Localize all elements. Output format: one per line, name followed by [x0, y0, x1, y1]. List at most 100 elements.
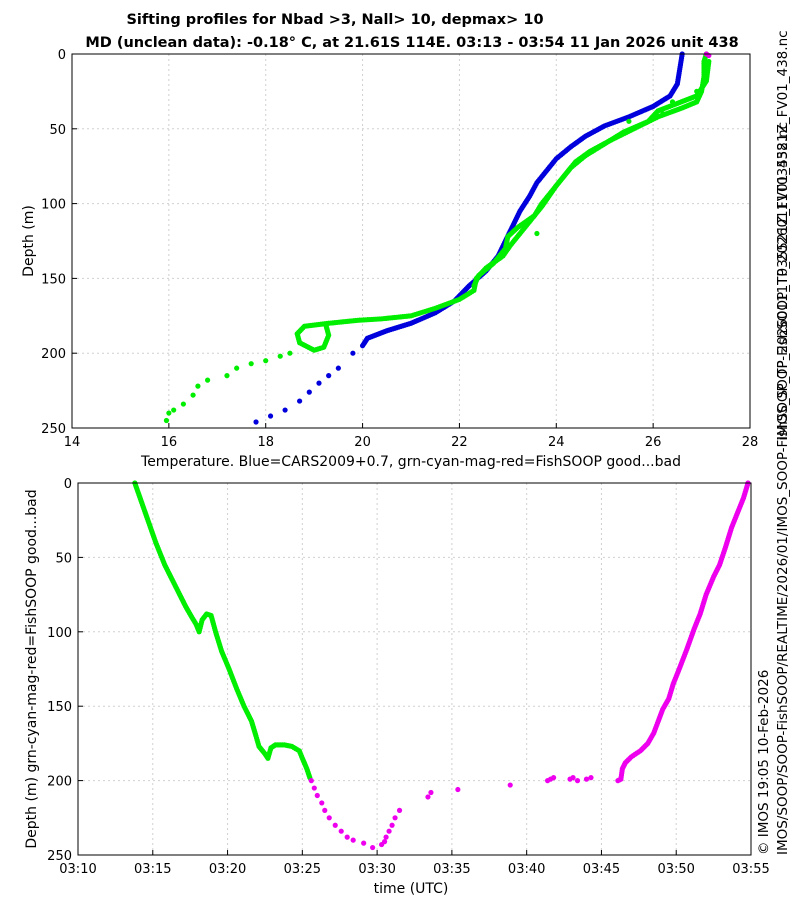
time-data-point — [308, 778, 314, 784]
time-y-tick-label: 250 — [47, 849, 72, 864]
temp-data-point — [253, 419, 259, 425]
temp-data-point — [166, 410, 172, 416]
temp-data-point — [263, 358, 269, 364]
temp-data-point — [205, 377, 211, 383]
time-data-point — [314, 792, 320, 799]
time-y-tick-label: 200 — [47, 775, 72, 790]
temp-y-tick-label: 0 — [58, 48, 66, 63]
time-data-point — [332, 822, 338, 828]
temp-data-point — [224, 373, 230, 379]
time-data-point — [396, 807, 403, 813]
time-data-point — [550, 775, 557, 781]
temp-x-tick-label: 26 — [645, 435, 662, 450]
temp-data-point — [660, 111, 666, 117]
temp-data-point — [248, 361, 254, 367]
temp-data-point — [350, 350, 356, 356]
time-data-point — [338, 828, 344, 834]
time-data-point — [583, 776, 590, 782]
time-data-point — [425, 794, 431, 800]
time-y-tick-label: 50 — [55, 551, 72, 566]
temp-y-tick-label: 150 — [41, 272, 66, 287]
temp-data-point — [287, 350, 293, 356]
temp-data-point — [234, 365, 240, 371]
time-data-point — [326, 815, 332, 821]
temp-data-point — [277, 353, 283, 359]
time-y-tick-label: 100 — [47, 626, 72, 641]
time-y-tick-label: 0 — [64, 477, 72, 492]
temperature-y-axis-label: Depth (m) — [21, 205, 37, 277]
temperature-profile-chart: 14 16 18 20 22 24 26 28 0 50 100 150 200 250 Temperat… — [21, 48, 758, 470]
time-data-point — [507, 782, 513, 788]
time-data-point — [455, 786, 461, 793]
side-path-text: IMOS/SOOP/SOOP-FishSOOP/REALTIME/2026/01… — [775, 122, 791, 855]
temp-data-point — [471, 283, 477, 289]
temperature-plot-frame — [71, 53, 751, 429]
time-data-point — [588, 775, 594, 781]
time-x-tick-label: 03:20 — [209, 862, 246, 877]
time-data-point — [350, 837, 356, 843]
figure-title-line1: Sifting profiles for Nbad >3, Nall> 10, … — [126, 12, 543, 28]
time-x-tick-label: 03:35 — [433, 862, 470, 877]
time-x-axis-label: time (UTC) — [374, 881, 449, 897]
side-copyright-text: © IMOS 19:05 10-Feb-2026 — [756, 670, 772, 855]
depth-time-y-axis-label: Depth (m) grn-cyan-mag-red=FishSOOP good… — [24, 489, 40, 848]
temp-x-tick-label: 18 — [257, 435, 274, 450]
temp-data-point — [316, 380, 322, 386]
temp-x-tick-label: 28 — [742, 435, 759, 450]
temp-data-point — [180, 401, 186, 407]
time-data-point — [344, 834, 350, 840]
temp-data-point — [282, 407, 288, 413]
temp-x-tick-label: 24 — [548, 435, 565, 450]
figure-title-line2: MD (unclean data): -0.18° C, at 21.61S 1… — [85, 35, 738, 51]
time-x-tick-label: 03:40 — [508, 862, 545, 877]
temp-data-point — [335, 365, 341, 371]
time-x-tick-label: 03:45 — [583, 862, 620, 877]
temp-y-tick-label: 50 — [49, 123, 66, 138]
temp-data-point — [190, 392, 196, 398]
temp-data-point — [195, 383, 201, 389]
time-data-point — [389, 822, 395, 828]
time-x-tick-label: 03:25 — [284, 862, 321, 877]
temp-data-point — [306, 389, 312, 395]
time-x-tick-label: 03:30 — [358, 862, 395, 877]
depth-time-chart: 03:10 03:15 03:20 03:25 03:30 03:35 03:40 03:45… — [24, 477, 770, 897]
time-x-tick-label: 03:15 — [134, 862, 171, 877]
time-data-point — [370, 844, 376, 851]
side-filename-text: IMOS_SOOP-FishSOOP_TP_20260111T035521Z_F… — [775, 30, 791, 440]
time-y-tick-label: 150 — [47, 700, 72, 715]
temp-y-tick-label: 250 — [41, 422, 66, 437]
temp-data-point — [694, 88, 700, 94]
temp-data-point — [669, 99, 676, 105]
temp-data-point — [323, 323, 329, 329]
time-data-point — [381, 839, 388, 845]
temp-x-tick-label: 14 — [64, 435, 81, 450]
time-data-point — [386, 828, 392, 834]
temp-data-point — [359, 343, 366, 349]
time-data-point — [319, 800, 325, 806]
temp-data-point — [163, 417, 170, 424]
time-data-point — [322, 807, 328, 813]
temp-data-point — [626, 118, 632, 124]
depth-time-plot-frame — [77, 482, 752, 856]
time-data-point — [392, 815, 398, 821]
temp-x-tick-label: 22 — [451, 435, 468, 450]
time-x-tick-label: 03:55 — [732, 862, 769, 877]
temp-data-point — [534, 230, 540, 237]
temp-data-point — [171, 407, 177, 413]
time-data-point — [428, 789, 434, 796]
temp-y-tick-label: 100 — [41, 198, 66, 213]
temp-y-tick-label: 200 — [41, 347, 66, 362]
temp-x-tick-label: 20 — [354, 435, 371, 450]
time-data-point — [311, 785, 317, 791]
time-data-point — [574, 778, 581, 784]
time-data-point — [361, 840, 367, 846]
temperature-x-axis-label: Temperature. Blue=CARS2009+0.7, grn-cyan… — [140, 454, 681, 470]
time-x-tick-label: 03:50 — [657, 862, 694, 877]
temp-data-point — [297, 398, 303, 404]
time-data-point — [570, 775, 576, 781]
time-x-tick-label: 03:10 — [59, 862, 96, 877]
time-data-point — [383, 834, 389, 840]
temp-data-point — [267, 413, 274, 419]
temp-x-tick-label: 16 — [161, 435, 178, 450]
